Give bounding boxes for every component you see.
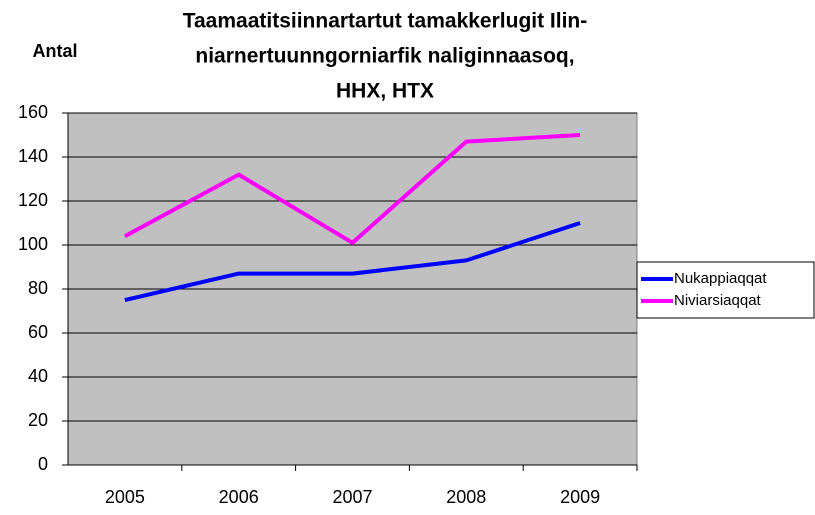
y-tick-label: 100	[18, 234, 48, 254]
x-tick-label: 2008	[446, 487, 486, 507]
legend-label: Nukappiaqqat	[674, 270, 767, 287]
y-tick-label: 0	[38, 454, 48, 474]
x-tick-label: 2009	[560, 487, 600, 507]
y-tick-label: 120	[18, 190, 48, 210]
x-tick-label: 2006	[219, 487, 259, 507]
y-tick-label: 40	[28, 366, 48, 386]
legend	[636, 261, 815, 319]
y-tick-label: 140	[18, 146, 48, 166]
y-tick-label: 80	[28, 278, 48, 298]
y-tick-label: 60	[28, 322, 48, 342]
legend-label: Niviarsiaqqat	[674, 292, 762, 309]
chart-title: HHX, HTX	[336, 80, 434, 103]
chart-title: Taamaatitsiinnartartut tamakkerlugit Ili…	[183, 10, 588, 33]
x-tick-label: 2007	[332, 487, 372, 507]
y-tick-label: 160	[18, 102, 48, 122]
series-line	[123, 133, 581, 245]
x-tick-label: 2005	[105, 487, 145, 507]
series-line	[124, 221, 581, 302]
y-axis-label: Antal	[33, 41, 78, 61]
y-tick-label: 20	[28, 410, 48, 430]
chart-title: niarnertuunngorniarfik naliginnaasoq,	[195, 45, 574, 68]
